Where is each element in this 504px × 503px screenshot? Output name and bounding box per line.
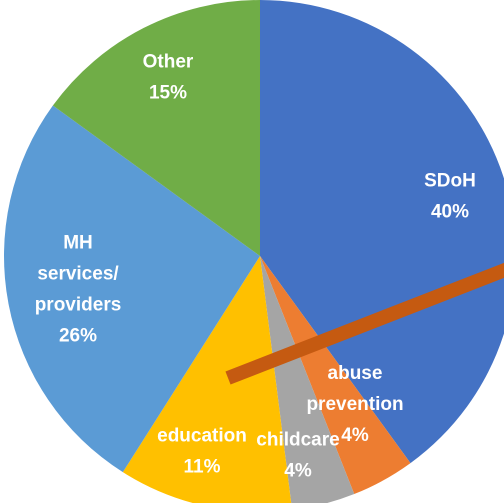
pie-slice <box>260 256 411 495</box>
pie-slice <box>3 105 260 473</box>
category-label-line: abuse <box>328 363 383 384</box>
category-label: childcare <box>256 430 339 451</box>
category-label-line: prevention <box>306 394 403 415</box>
pie-slice <box>122 256 292 503</box>
category-label-line: providers <box>35 295 122 316</box>
value-label: 40% <box>431 202 469 223</box>
category-label-line: MH <box>63 233 93 254</box>
value-label: 4% <box>341 425 369 446</box>
category-label: Other <box>143 52 194 73</box>
pie-slice <box>260 256 355 503</box>
category-label-line: childcare <box>256 430 339 451</box>
category-label-line: SDoH <box>424 171 476 192</box>
value-label: 26% <box>59 326 97 347</box>
pie <box>3 0 504 503</box>
pie-slice <box>260 0 504 464</box>
category-label: SDoH <box>424 171 476 192</box>
value-label: 4% <box>284 461 312 482</box>
category-label: MH services/providers <box>35 233 122 316</box>
value-label: 15% <box>149 83 187 104</box>
category-label: abuse prevention <box>306 363 403 415</box>
annotation-bar <box>225 262 504 385</box>
category-label: education <box>157 426 247 447</box>
category-label-line: services/ <box>37 264 119 285</box>
category-label-line: Other <box>143 52 194 73</box>
category-label-line: education <box>157 426 247 447</box>
value-label: 11% <box>184 457 221 478</box>
pie-slice <box>52 0 261 256</box>
